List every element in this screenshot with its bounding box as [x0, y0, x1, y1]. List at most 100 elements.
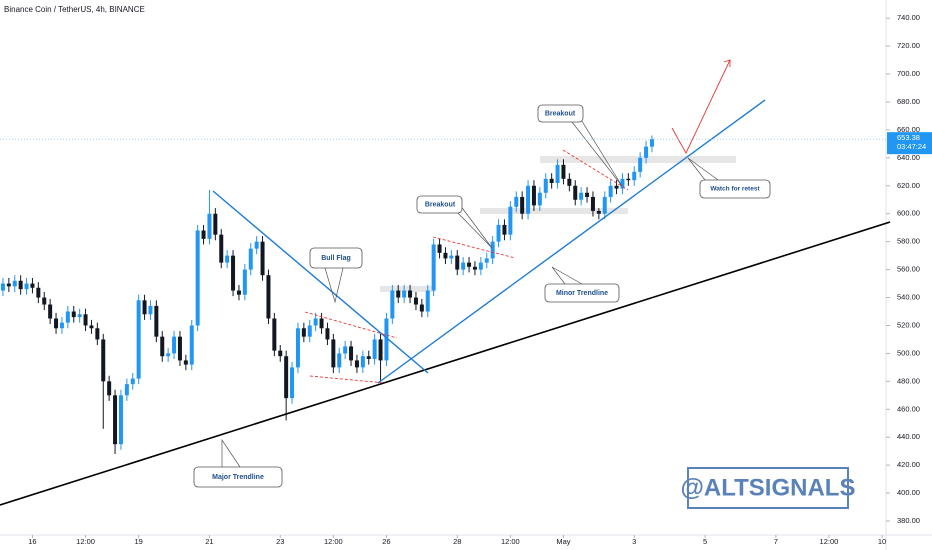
price-tag	[887, 132, 932, 155]
candle-body	[284, 356, 289, 399]
candle-body	[337, 353, 342, 368]
y-tick-label: 720.00	[897, 41, 920, 50]
candle-body	[620, 178, 625, 189]
candle-body	[219, 234, 224, 263]
candle-body	[331, 339, 336, 368]
x-tick-label: 28	[453, 537, 461, 546]
candle-body	[644, 146, 649, 158]
y-tick-label: 620.00	[897, 181, 920, 190]
annotation: Minor Trendline	[556, 290, 608, 297]
candle-body	[18, 280, 23, 290]
candle-body	[136, 300, 141, 379]
candle-body	[77, 314, 82, 318]
candle-body	[130, 378, 135, 385]
candle-body	[602, 196, 607, 214]
y-tick-label: 480.00	[897, 376, 920, 385]
x-tick-label: 10	[878, 537, 886, 546]
candle-body	[225, 255, 230, 263]
candle-body	[638, 157, 643, 172]
candle-body	[118, 395, 123, 445]
candle-body	[71, 311, 76, 318]
candle-body	[201, 230, 206, 239]
candle-body	[59, 322, 64, 329]
candle-body	[425, 290, 430, 312]
candle-body	[579, 192, 584, 200]
price-tag-label: 653.38	[897, 133, 920, 142]
candle-body	[360, 356, 365, 368]
x-tick-label: 21	[205, 537, 213, 546]
y-tick-label: 580.00	[897, 237, 920, 246]
candle-body	[449, 255, 454, 259]
candle-body	[183, 360, 188, 365]
candle-body	[189, 325, 194, 365]
candles	[0, 135, 654, 454]
candle-body	[242, 269, 247, 295]
x-tick-label: 16	[28, 537, 36, 546]
zone	[480, 208, 628, 214]
candle-body	[48, 304, 53, 319]
candle-body	[649, 139, 654, 147]
candle-body	[148, 305, 153, 315]
x-tick-label: 5	[703, 537, 707, 546]
candle-body	[12, 280, 17, 287]
candle-body	[590, 196, 595, 211]
candle-body	[343, 346, 348, 354]
candle-body	[526, 185, 531, 214]
y-tick-label: 740.00	[897, 13, 920, 22]
candle-body	[42, 297, 47, 305]
x-tick-label: 12:00	[820, 537, 839, 546]
candle-body	[413, 297, 418, 305]
candle-body	[502, 224, 507, 235]
y-tick-label: 640.00	[897, 153, 920, 162]
x-tick-label: 23	[276, 537, 284, 546]
candle-body	[177, 336, 182, 361]
candle-body	[295, 328, 300, 368]
candle-body	[160, 336, 165, 357]
callout: Major Trendline	[193, 438, 283, 488]
candle-body	[537, 192, 542, 206]
x-tick-label: 12:00	[501, 537, 520, 546]
candle-body	[478, 262, 483, 270]
y-tick-label: 660.00	[897, 125, 920, 134]
candle-body	[585, 192, 590, 197]
candle-body	[543, 178, 548, 193]
callout: Breakout	[537, 104, 623, 187]
candle-body	[54, 318, 59, 329]
x-tick-label: May	[556, 537, 570, 546]
x-tick-label: 12:00	[324, 537, 343, 546]
candle-body	[384, 318, 389, 361]
candle-body	[231, 255, 236, 291]
candle-body	[396, 290, 401, 298]
candle-body	[632, 171, 637, 181]
candle-body	[472, 266, 477, 270]
candle-body	[349, 346, 354, 361]
candle-body	[0, 283, 5, 291]
candle-body	[172, 336, 177, 354]
candle-body	[236, 290, 241, 295]
y-tick-label: 500.00	[897, 348, 920, 357]
candle-body	[408, 290, 413, 298]
candle-body	[83, 314, 88, 326]
x-tick-label: 26	[382, 537, 390, 546]
candle-body	[307, 325, 312, 337]
major-trendline	[0, 221, 891, 506]
y-tick-label: 680.00	[897, 97, 920, 106]
callout: Breakout	[416, 195, 493, 249]
x-tick-label: 12:00	[76, 537, 95, 546]
watermark-box	[687, 467, 849, 509]
chart-title: Binance Coin / TetherUS, 4h, BINANCE	[4, 5, 145, 14]
candle-body	[254, 241, 259, 249]
candle-body	[113, 395, 118, 445]
candle-body	[213, 213, 218, 235]
candle-body	[260, 241, 265, 276]
candle-body	[301, 328, 306, 337]
candle-body	[36, 287, 41, 298]
candle-body	[378, 339, 383, 361]
y-tick-label: 700.00	[897, 69, 920, 78]
callout: Watch for retest	[687, 157, 771, 199]
zone	[540, 156, 736, 163]
candle-body	[195, 230, 200, 326]
y-tick-label: 400.00	[897, 488, 920, 497]
